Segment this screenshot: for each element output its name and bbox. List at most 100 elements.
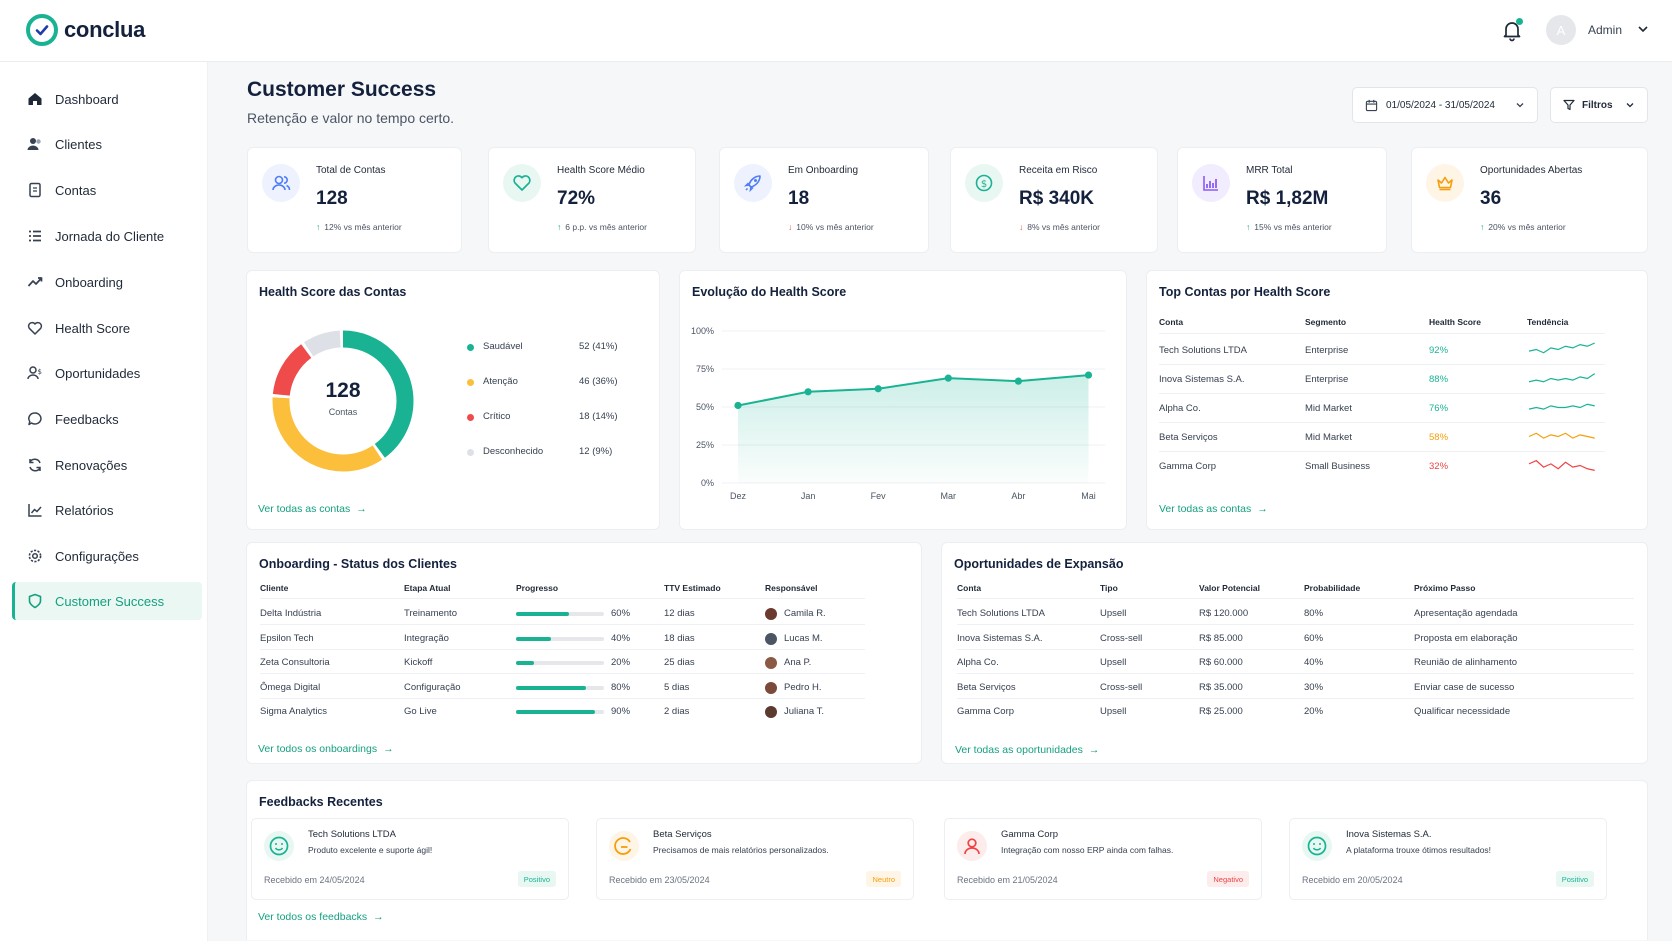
view-all-feedbacks-link[interactable]: Ver todos os feedbacks → bbox=[258, 911, 384, 923]
sidebar-item-relatorios[interactable]: Relatórios bbox=[12, 491, 202, 529]
y-tick-label: 50% bbox=[696, 402, 714, 412]
sidebar-item-contas[interactable]: Contas bbox=[12, 171, 202, 209]
table-row[interactable]: Ômega Digital Configuração 80% 5 dias Pedro … bbox=[260, 681, 865, 698]
table-row[interactable]: Gamma Corp Upsell R$ 25.000 20% Qualificar n… bbox=[957, 706, 1634, 722]
filters-button[interactable]: Filtros bbox=[1550, 87, 1648, 123]
table-cell: Upsell bbox=[1100, 706, 1127, 717]
arrow-up-icon: ↑ bbox=[1480, 222, 1485, 232]
avatar[interactable]: A bbox=[1546, 15, 1576, 45]
divider bbox=[957, 673, 1634, 674]
owner-name: Ana P. bbox=[784, 657, 812, 668]
progress-fill bbox=[516, 636, 552, 641]
table-cell: R$ 85.000 bbox=[1199, 632, 1243, 644]
feedback-date: Recebido em 24/05/2024 bbox=[264, 875, 365, 885]
kpi-card-total-contas[interactable]: Total de Contas 128 ↑ 12% vs mês anterior bbox=[247, 147, 462, 253]
view-all-accounts-link[interactable]: Ver todas as contas → bbox=[1159, 503, 1268, 515]
sidebar-item-onboarding[interactable]: Onboarding bbox=[12, 263, 202, 301]
divider bbox=[260, 648, 865, 650]
heart-icon bbox=[27, 321, 43, 335]
sidebar-item-renovacoes[interactable]: Renovações bbox=[12, 446, 202, 484]
chevron-down-icon[interactable] bbox=[1636, 22, 1650, 36]
sidebar-item-oportunidades[interactable]: $ Oportunidades bbox=[12, 354, 202, 392]
user-name[interactable]: Admin bbox=[1588, 23, 1623, 37]
kpi-card-oportunidades[interactable]: Oportunidades Abertas 36 ↑ 20% vs mês ant… bbox=[1411, 147, 1648, 253]
table-row[interactable]: Inova Sistemas S.A. Enterprise 88% bbox=[1159, 373, 1605, 394]
table-cell: Alpha Co. bbox=[1159, 403, 1201, 414]
table-row[interactable]: Alpha Co. Upsell R$ 60.000 40% Reunião de al… bbox=[957, 657, 1634, 673]
table-row[interactable]: Gamma Corp Small Business 32% bbox=[1159, 459, 1605, 481]
health-distribution-card: Health Score das Contas 128 Contas Saudá… bbox=[246, 270, 660, 530]
y-tick-label: 100% bbox=[691, 326, 714, 336]
feedback-card[interactable]: Beta Serviços Precisamos de mais relatóri… bbox=[596, 818, 914, 900]
kpi-icon-wrap bbox=[734, 164, 772, 202]
kpi-card-health-score[interactable]: Health Score Médio 72% ↑ 6 p.p. vs mês an… bbox=[488, 147, 696, 253]
feedback-card[interactable]: Gamma Corp Integração com nosso ERP ainda… bbox=[944, 818, 1262, 900]
column-header: Tipo bbox=[1100, 583, 1118, 593]
trend-sparkline bbox=[1528, 432, 1595, 439]
kpi-card-onboarding[interactable]: Em Onboarding 18 ↓ 10% vs mês anterior bbox=[719, 147, 929, 253]
table-row[interactable]: Tech Solutions LTDA Upsell R$ 120.000 80% Ap… bbox=[957, 608, 1634, 624]
table-row[interactable]: Epsilon Tech Integração 40% 18 dias Lucas M. bbox=[260, 632, 865, 649]
filters-label: Filtros bbox=[1582, 99, 1613, 111]
data-point[interactable] bbox=[1084, 371, 1093, 379]
table-row[interactable]: Sigma Analytics Go Live 90% 2 dias Juliana T… bbox=[260, 706, 865, 722]
table-row[interactable]: Inova Sistemas S.A. Cross-sell R$ 85.000 60… bbox=[957, 633, 1634, 649]
view-all-onboardings-link[interactable]: Ver todos os onboardings → bbox=[258, 743, 394, 755]
sidebar-item-health-score[interactable]: Health Score bbox=[12, 309, 202, 347]
table-cell: Tech Solutions LTDA bbox=[1159, 345, 1248, 356]
sidebar-item-jornada[interactable]: Jornada do Cliente bbox=[12, 217, 202, 255]
client-name: Sigma Analytics bbox=[260, 706, 328, 717]
smile-icon bbox=[269, 836, 289, 856]
table-row[interactable]: Beta Serviços Cross-sell R$ 35.000 30% Envia… bbox=[957, 682, 1634, 698]
client-name: Zeta Consultoria bbox=[260, 657, 330, 668]
kpi-delta-text: 15% vs mês anterior bbox=[1254, 222, 1332, 232]
notifications-button[interactable] bbox=[1500, 18, 1524, 42]
sentiment-badge: Negativo bbox=[1207, 871, 1249, 887]
users-icon bbox=[272, 175, 291, 191]
column-header: Valor Potencial bbox=[1199, 583, 1260, 593]
progress-bar bbox=[516, 685, 604, 690]
divider bbox=[1159, 422, 1605, 423]
table-row[interactable]: Zeta Consultoria Kickoff 20% 25 dias Ana P. bbox=[260, 657, 865, 673]
sidebar-item-feedbacks[interactable]: Feedbacks bbox=[12, 400, 202, 438]
stage: Configuração bbox=[404, 681, 461, 693]
refresh-icon bbox=[29, 458, 41, 472]
feedback-icon-wrap bbox=[264, 831, 294, 861]
arrow-right-icon: → bbox=[373, 911, 384, 923]
kpi-card-mrr[interactable]: MRR Total R$ 1,82M ↑ 15% vs mês anterior bbox=[1177, 147, 1387, 253]
data-point[interactable] bbox=[734, 401, 742, 410]
table-row[interactable]: Delta Indústria Treinamento 60% 12 dias Cami… bbox=[260, 608, 865, 624]
stage: Kickoff bbox=[404, 657, 433, 668]
sidebar-item-dashboard[interactable]: Dashboard bbox=[12, 80, 202, 118]
data-point[interactable] bbox=[874, 385, 882, 393]
feedback-text: Integração com nosso ERP ainda com falha… bbox=[1001, 845, 1174, 855]
table-row[interactable]: Beta Serviços Mid Market 58% bbox=[1159, 432, 1605, 452]
feedback-card[interactable]: Tech Solutions LTDA Produto excelente e s… bbox=[251, 818, 569, 900]
view-all-accounts-link[interactable]: Ver todas as contas → bbox=[258, 503, 367, 515]
stage: Go Live bbox=[404, 706, 437, 717]
expansion-table: Conta Tipo Valor Potencial Probabilidade Pró… bbox=[957, 583, 1637, 723]
x-tick-label: Mar bbox=[941, 491, 957, 501]
date-range-picker[interactable]: 01/05/2024 - 31/05/2024 bbox=[1352, 87, 1538, 123]
data-point[interactable] bbox=[1014, 377, 1022, 385]
onboarding-card: Onboarding - Status dos Clientes Cliente… bbox=[246, 542, 922, 764]
table-cell: Beta Serviços bbox=[1159, 432, 1218, 443]
sidebar-item-customer-success[interactable]: Customer Success bbox=[12, 582, 202, 620]
feedback-card[interactable]: Inova Sistemas S.A. A plataforma trouxe ó… bbox=[1289, 818, 1607, 900]
kpi-card-receita-risco[interactable]: $ Receita em Risco R$ 340K ↓ 8% vs mês an… bbox=[950, 147, 1158, 253]
view-all-opportunities-link[interactable]: Ver todas as oportunidades → bbox=[955, 744, 1099, 756]
sidebar-item-configuracoes[interactable]: Configurações bbox=[12, 537, 202, 575]
sidebar-item-clientes[interactable]: Clientes bbox=[12, 125, 202, 163]
table-row[interactable]: Alpha Co. Mid Market 76% bbox=[1159, 403, 1605, 423]
kpi-delta: ↑ 20% vs mês anterior bbox=[1480, 222, 1566, 232]
chat-icon bbox=[28, 412, 42, 426]
kpi-label: MRR Total bbox=[1246, 165, 1293, 176]
ttv: 5 dias bbox=[664, 681, 690, 693]
table-row[interactable]: Tech Solutions LTDA Enterprise 92% bbox=[1159, 342, 1605, 365]
legend-value: 12 (9%) bbox=[579, 446, 613, 457]
link-label: Ver todas as oportunidades bbox=[955, 744, 1083, 756]
kpi-value: 36 bbox=[1480, 188, 1502, 209]
data-point[interactable] bbox=[804, 388, 812, 396]
logo[interactable]: conclua bbox=[26, 14, 145, 46]
data-point[interactable] bbox=[944, 374, 952, 382]
